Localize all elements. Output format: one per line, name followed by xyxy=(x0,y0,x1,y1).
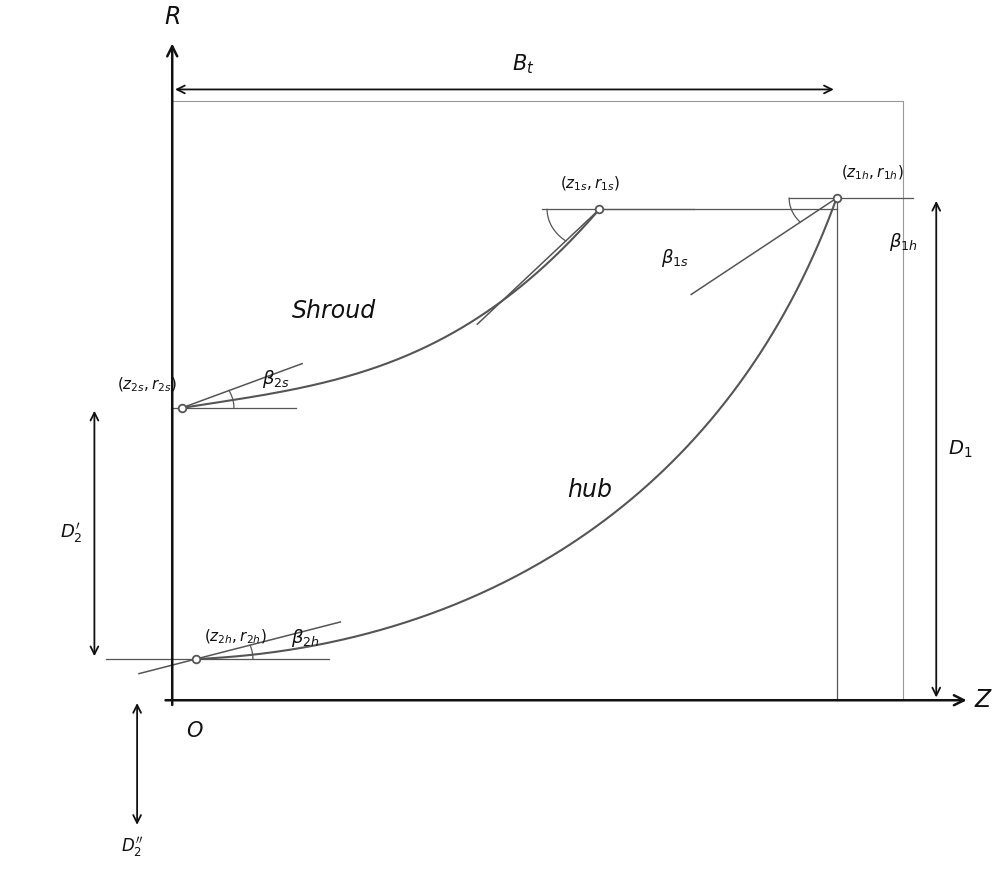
Text: $D_2''$: $D_2''$ xyxy=(121,836,144,859)
Text: $(z_{2h},r_{2h})$: $(z_{2h},r_{2h})$ xyxy=(204,628,266,646)
Text: $\beta_{2s}$: $\beta_{2s}$ xyxy=(262,369,290,391)
Text: $(z_{1h},r_{1h})$: $(z_{1h},r_{1h})$ xyxy=(841,163,904,182)
Text: $R$: $R$ xyxy=(164,5,180,30)
Text: hub: hub xyxy=(567,478,612,503)
Text: $(z_{1s},r_{1s})$: $(z_{1s},r_{1s})$ xyxy=(560,175,620,193)
Text: $\beta_{1h}$: $\beta_{1h}$ xyxy=(889,231,917,253)
Text: $\beta_{2h}$: $\beta_{2h}$ xyxy=(291,627,320,649)
Text: $O$: $O$ xyxy=(186,721,204,741)
Text: $D_2'$: $D_2'$ xyxy=(60,522,83,545)
Text: $\beta_{1s}$: $\beta_{1s}$ xyxy=(661,247,689,269)
Text: Shroud: Shroud xyxy=(291,299,376,323)
Text: $D_1$: $D_1$ xyxy=(948,439,972,460)
Text: $Z$: $Z$ xyxy=(974,688,993,712)
Text: $B_t$: $B_t$ xyxy=(512,52,535,76)
Text: $(z_{2s},r_{2s})$: $(z_{2s},r_{2s})$ xyxy=(117,376,177,394)
